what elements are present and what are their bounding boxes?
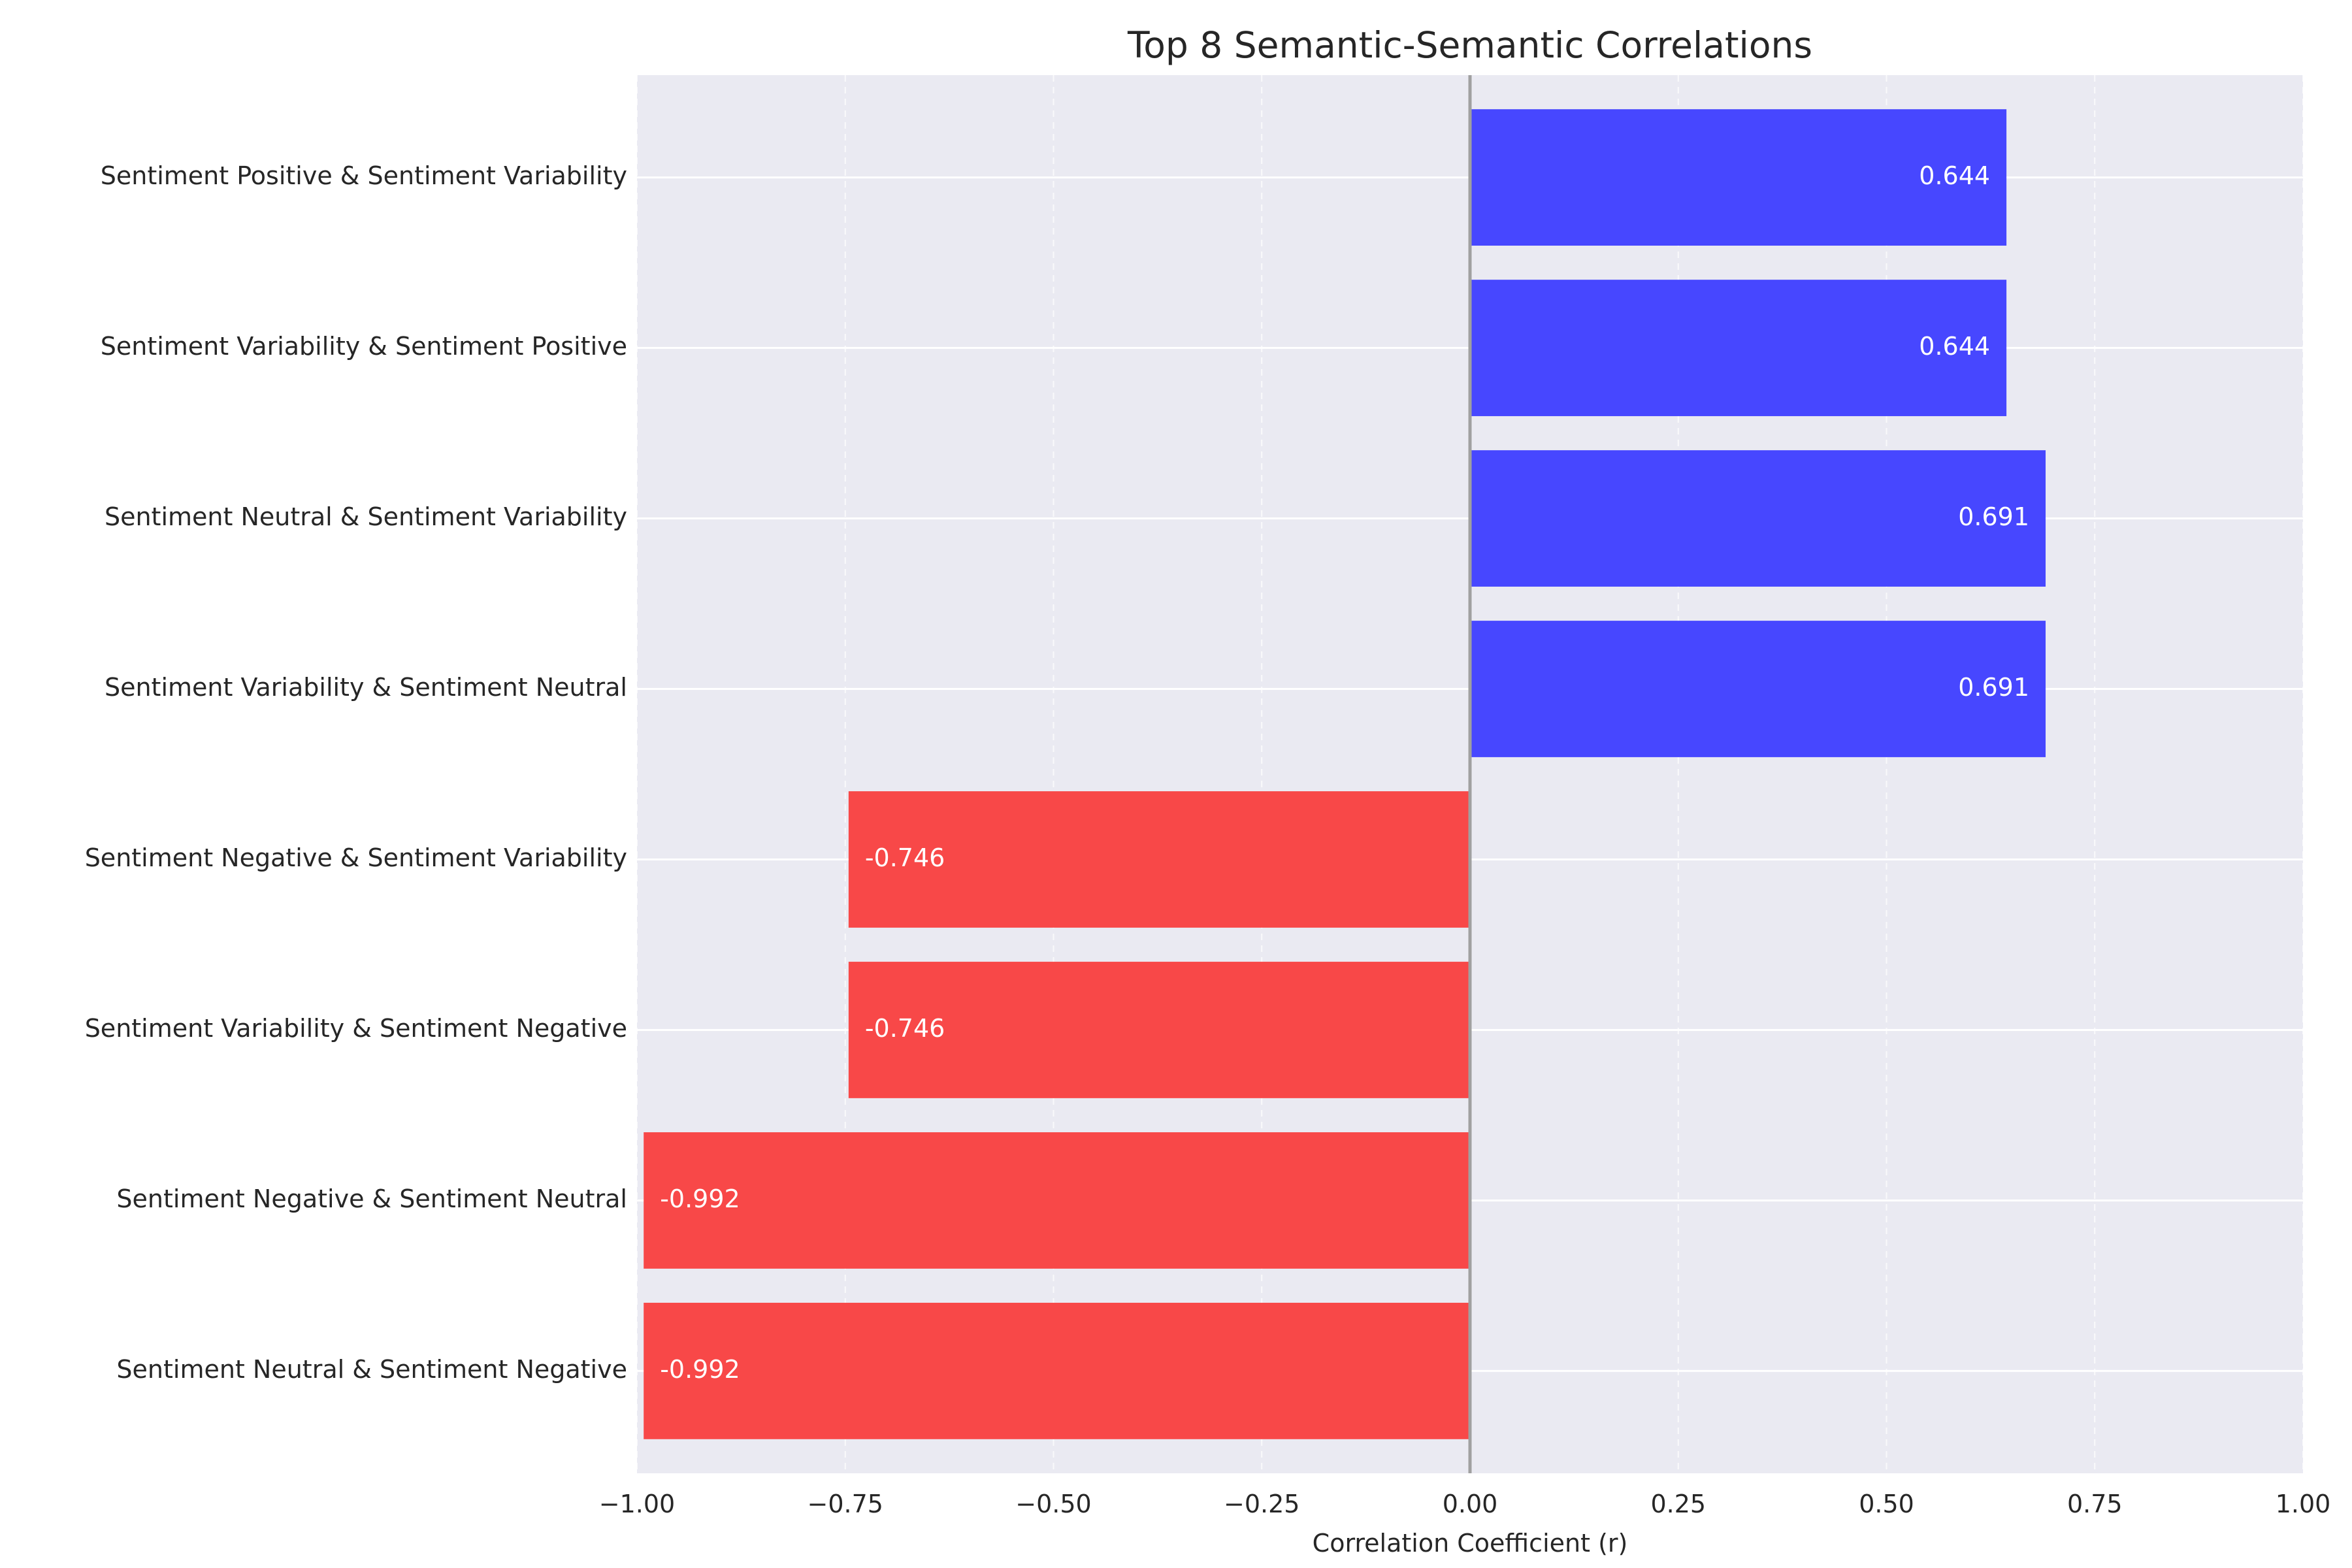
x-tick-label: −1.00 (599, 1490, 675, 1518)
x-tick-label: 0.25 (1650, 1490, 1706, 1518)
x-tick-label: −0.50 (1015, 1490, 1091, 1518)
x-tick-label: 0.50 (1859, 1490, 1914, 1518)
y-tick-label: Sentiment Negative & Sentiment Neutral (116, 1184, 627, 1213)
x-tick-label: 1.00 (2276, 1490, 2331, 1518)
bar-value-label: -0.992 (660, 1355, 740, 1384)
y-tick-label: Sentiment Variability & Sentiment Neutra… (105, 673, 627, 702)
y-tick-label: Sentiment Variability & Sentiment Positi… (101, 332, 627, 361)
bar-value-label: -0.992 (660, 1184, 740, 1213)
x-axis-tick-labels: −1.00 −0.75 −0.50 −0.25 0.00 0.25 0.50 0.75 1.00 (599, 1490, 2331, 1518)
bar-value-labels: 0.644 0.644 0.691 0.691 -0.746 -0.746 -0.992 -0… (660, 161, 2029, 1384)
x-tick-label: −0.75 (808, 1490, 883, 1518)
bar (644, 1132, 1471, 1269)
y-axis-tick-labels: Sentiment Positive & Sentiment Variabili… (85, 161, 627, 1384)
bar (1470, 280, 2007, 416)
bar-value-label: 0.644 (1919, 332, 1990, 361)
x-tick-label: 0.00 (1443, 1490, 1498, 1518)
x-tick-label: 0.75 (2067, 1490, 2123, 1518)
chart-title: Top 8 Semantic-Semantic Correlations (1127, 24, 1812, 66)
bar (1470, 109, 2007, 246)
bar-value-label: -0.746 (865, 843, 945, 872)
bar-value-label: -0.746 (865, 1014, 945, 1043)
bar-value-label: 0.644 (1919, 161, 1990, 190)
bar (644, 1303, 1471, 1439)
y-tick-label: Sentiment Neutral & Sentiment Negative (116, 1355, 627, 1384)
x-axis-label: Correlation Coefficient (r) (1313, 1529, 1628, 1558)
bar-value-label: 0.691 (1958, 673, 2029, 702)
y-tick-label: Sentiment Variability & Sentiment Negati… (85, 1014, 627, 1043)
y-tick-label: Sentiment Positive & Sentiment Variabili… (101, 161, 627, 190)
bar (1470, 621, 2046, 757)
y-tick-label: Sentiment Neutral & Sentiment Variabilit… (105, 502, 627, 531)
x-tick-label: −0.25 (1224, 1490, 1299, 1518)
bar (1470, 450, 2046, 587)
y-tick-label: Sentiment Negative & Sentiment Variabili… (85, 843, 627, 872)
bar (848, 791, 1470, 928)
bars (644, 109, 2046, 1439)
bar (848, 962, 1470, 1098)
bar-value-label: 0.691 (1958, 502, 2029, 531)
